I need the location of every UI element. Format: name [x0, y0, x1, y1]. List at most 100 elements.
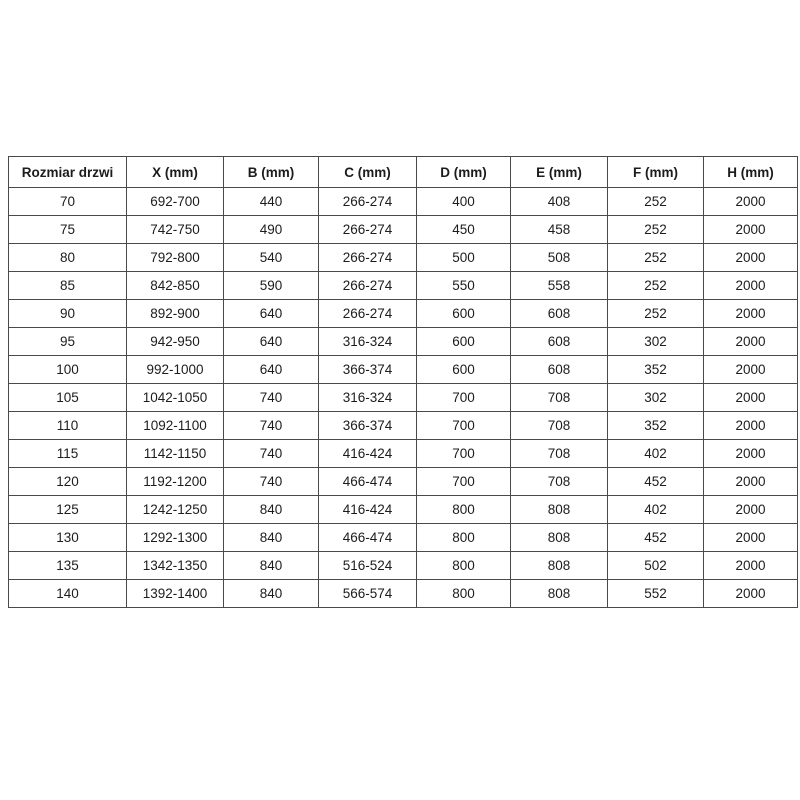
table-cell: 440 [223, 187, 319, 216]
table-cell: 252 [607, 215, 704, 244]
column-header-h-mm: H (mm) [703, 156, 798, 188]
table-cell: 266-274 [318, 187, 417, 216]
table-cell: 140 [8, 579, 127, 608]
table-cell: 70 [8, 187, 127, 216]
table-cell: 110 [8, 411, 127, 440]
table-cell: 105 [8, 383, 127, 412]
table-cell: 740 [223, 411, 319, 440]
table-cell: 516-524 [318, 551, 417, 580]
table-cell: 840 [223, 495, 319, 524]
table-cell: 252 [607, 271, 704, 300]
table-row: 140 1392-1400 840 566-574 800 808 552 2000 [8, 579, 798, 608]
table-cell: 75 [8, 215, 127, 244]
table-cell: 2000 [703, 299, 798, 328]
column-header-x-mm: X (mm) [126, 156, 224, 188]
header-row: Rozmiar drzwi X (mm) B (mm) C (mm) D (mm… [8, 156, 798, 188]
table-cell: 2000 [703, 383, 798, 412]
table-cell: 2000 [703, 271, 798, 300]
table-cell: 840 [223, 551, 319, 580]
table-header: Rozmiar drzwi X (mm) B (mm) C (mm) D (mm… [8, 156, 798, 188]
table-cell: 608 [510, 355, 608, 384]
table-cell: 600 [416, 299, 511, 328]
table-cell: 2000 [703, 579, 798, 608]
table-cell: 1142-1150 [126, 439, 224, 468]
table-cell: 466-474 [318, 523, 417, 552]
table-cell: 408 [510, 187, 608, 216]
table-row: 125 1242-1250 840 416-424 800 808 402 2000 [8, 495, 798, 524]
table-cell: 402 [607, 495, 704, 524]
table-cell: 566-574 [318, 579, 417, 608]
table-cell: 1242-1250 [126, 495, 224, 524]
table-cell: 842-850 [126, 271, 224, 300]
table-cell: 115 [8, 439, 127, 468]
column-header-c-mm: C (mm) [318, 156, 417, 188]
table-cell: 90 [8, 299, 127, 328]
table-cell: 502 [607, 551, 704, 580]
door-size-table: Rozmiar drzwi X (mm) B (mm) C (mm) D (mm… [8, 156, 798, 608]
table-cell: 700 [416, 439, 511, 468]
table-row: 115 1142-1150 740 416-424 700 708 402 2000 [8, 439, 798, 468]
table-cell: 316-324 [318, 383, 417, 412]
table-cell: 80 [8, 243, 127, 272]
table-cell: 2000 [703, 439, 798, 468]
table-cell: 2000 [703, 411, 798, 440]
table-cell: 740 [223, 439, 319, 468]
table-cell: 1292-1300 [126, 523, 224, 552]
table-cell: 2000 [703, 243, 798, 272]
table-cell: 992-1000 [126, 355, 224, 384]
table-cell: 1392-1400 [126, 579, 224, 608]
table-cell: 840 [223, 579, 319, 608]
table-cell: 1192-1200 [126, 467, 224, 496]
table-cell: 552 [607, 579, 704, 608]
table-cell: 692-700 [126, 187, 224, 216]
table-cell: 700 [416, 411, 511, 440]
table-cell: 466-474 [318, 467, 417, 496]
table-cell: 450 [416, 215, 511, 244]
table-cell: 490 [223, 215, 319, 244]
table-row: 80 792-800 540 266-274 500 508 252 2000 [8, 243, 798, 272]
table-cell: 550 [416, 271, 511, 300]
table-cell: 840 [223, 523, 319, 552]
table-cell: 600 [416, 327, 511, 356]
table-cell: 458 [510, 215, 608, 244]
table-cell: 266-274 [318, 243, 417, 272]
table-cell: 120 [8, 467, 127, 496]
table-cell: 2000 [703, 551, 798, 580]
table-cell: 640 [223, 327, 319, 356]
table-row: 70 692-700 440 266-274 400 408 252 2000 [8, 187, 798, 216]
table-cell: 95 [8, 327, 127, 356]
table-cell: 558 [510, 271, 608, 300]
table-cell: 640 [223, 299, 319, 328]
table-row: 135 1342-1350 840 516-524 800 808 502 2000 [8, 551, 798, 580]
table-cell: 366-374 [318, 355, 417, 384]
table-cell: 416-424 [318, 495, 417, 524]
table-cell: 708 [510, 383, 608, 412]
table-cell: 808 [510, 551, 608, 580]
column-header-e-mm: E (mm) [510, 156, 608, 188]
table-cell: 1042-1050 [126, 383, 224, 412]
table-cell: 800 [416, 551, 511, 580]
table-body: 70 692-700 440 266-274 400 408 252 2000 75 742-75… [8, 187, 798, 608]
table-cell: 608 [510, 327, 608, 356]
table-cell: 808 [510, 523, 608, 552]
table-row: 105 1042-1050 740 316-324 700 708 302 2000 [8, 383, 798, 412]
table-cell: 452 [607, 523, 704, 552]
table-cell: 2000 [703, 495, 798, 524]
table-cell: 508 [510, 243, 608, 272]
table-cell: 316-324 [318, 327, 417, 356]
table-cell: 252 [607, 299, 704, 328]
table-row: 130 1292-1300 840 466-474 800 808 452 2000 [8, 523, 798, 552]
table-cell: 608 [510, 299, 608, 328]
table-row: 95 942-950 640 316-324 600 608 302 2000 [8, 327, 798, 356]
table-cell: 252 [607, 187, 704, 216]
table-cell: 892-900 [126, 299, 224, 328]
table-row: 85 842-850 590 266-274 550 558 252 2000 [8, 271, 798, 300]
table-cell: 540 [223, 243, 319, 272]
table-cell: 85 [8, 271, 127, 300]
table-cell: 800 [416, 579, 511, 608]
table-cell: 452 [607, 467, 704, 496]
table-cell: 700 [416, 383, 511, 412]
table-cell: 302 [607, 327, 704, 356]
table-cell: 640 [223, 355, 319, 384]
